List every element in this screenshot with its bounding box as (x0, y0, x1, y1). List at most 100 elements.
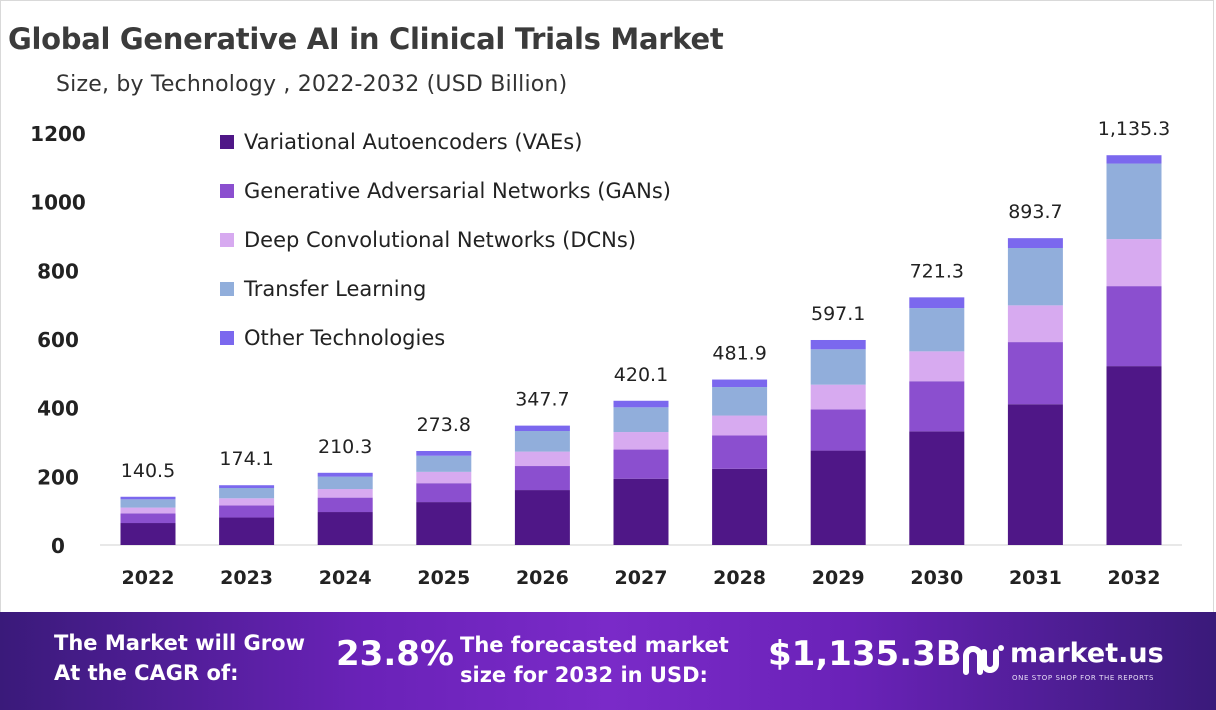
total-label: 420.1 (614, 364, 668, 386)
legend-label: Deep Convolutional Networks (DCNs) (244, 228, 636, 252)
bar-segment-3 (120, 507, 176, 514)
bar-segment-4 (613, 407, 669, 433)
bar-segment-1 (514, 490, 570, 545)
total-label: 347.7 (515, 389, 569, 411)
stacked-bar-chart: 0 200 400 600 800 1000 1200 140.5 174.1 210.3 273… (30, 118, 1182, 589)
total-label: 140.5 (121, 460, 175, 482)
bar-segment-2 (810, 409, 866, 451)
bar-segment-3 (810, 384, 866, 410)
bar-segment-1 (416, 502, 472, 545)
footer-banner: The Market will Grow At the CAGR of: 23.… (0, 612, 1216, 710)
bar-segment-4 (120, 499, 176, 508)
legend-swatch (220, 233, 234, 247)
bar-segment-1 (712, 468, 768, 545)
bar-segment-3 (712, 415, 768, 436)
bar-segment-2 (1106, 286, 1162, 367)
x-tick-label: 2030 (910, 567, 963, 589)
legend-swatch (220, 282, 234, 296)
bar-segment-4 (416, 455, 472, 472)
chart-subtitle: Size, by Technology , 2022-2032 (USD Bil… (56, 72, 568, 97)
logo-text: market.us (1010, 638, 1164, 669)
x-tick-label: 2027 (615, 567, 668, 589)
bar-segment-2 (1007, 342, 1063, 405)
bar-segment-5 (1007, 238, 1063, 249)
logo-tagline: ONE STOP SHOP FOR THE REPORTS (1012, 674, 1155, 682)
x-tick-label: 2031 (1009, 567, 1062, 589)
y-axis: 0 200 400 600 800 1000 1200 (30, 122, 1182, 558)
bar-segment-2 (514, 466, 570, 491)
bar-segment-3 (219, 498, 275, 506)
bar-segment-4 (712, 387, 768, 416)
legend-label: Transfer Learning (243, 277, 426, 301)
bar-segment-2 (416, 483, 472, 503)
bars: 140.5 174.1 210.3 273.8 347.7 420.1 481.9 597.1… (120, 118, 1171, 545)
x-tick-label: 2026 (516, 567, 569, 589)
bar-segment-3 (317, 489, 373, 498)
legend-label: Generative Adversarial Networks (GANs) (244, 179, 671, 203)
bar-segment-1 (810, 450, 866, 545)
y-tick-label: 0 (51, 534, 65, 558)
x-tick-label: 2028 (713, 567, 766, 589)
bar-segment-1 (613, 478, 669, 545)
bar-segment-1 (909, 431, 965, 545)
bar-segment-3 (613, 432, 669, 450)
legend-swatch (220, 184, 234, 198)
bar-segment-5 (613, 400, 669, 408)
legend-label: Other Technologies (244, 326, 445, 350)
y-tick-label: 600 (37, 328, 79, 352)
bar-segment-4 (514, 431, 570, 452)
legend-swatch (220, 135, 234, 149)
bar-segment-3 (514, 451, 570, 467)
total-label: 210.3 (318, 436, 372, 458)
bar-segment-1 (219, 517, 275, 545)
bar-segment-2 (909, 381, 965, 432)
total-label: 721.3 (910, 260, 964, 282)
market-us-logo-icon (963, 645, 1004, 675)
x-tick-label: 2023 (220, 567, 273, 589)
bar-segment-4 (909, 308, 965, 352)
bar-segment-5 (514, 425, 570, 432)
bar-segment-5 (416, 450, 472, 456)
total-label: 893.7 (1008, 201, 1062, 223)
x-tick-label: 2032 (1108, 567, 1161, 589)
cagr-label: The Market will Grow At the CAGR of: (54, 631, 305, 685)
bar-segment-1 (1007, 404, 1063, 545)
forecast-value: $1,135.3B (768, 634, 962, 674)
bar-segment-5 (810, 339, 866, 350)
y-tick-label: 1200 (30, 122, 86, 146)
x-tick-label: 2029 (812, 567, 865, 589)
bar-segment-5 (120, 496, 176, 500)
y-tick-label: 1000 (30, 191, 86, 215)
bar-segment-4 (317, 476, 373, 490)
bar-segment-5 (219, 485, 275, 489)
total-label: 273.8 (417, 414, 471, 436)
bar-segment-1 (1106, 366, 1162, 545)
bar-segment-3 (1106, 239, 1162, 287)
bar-segment-4 (1106, 163, 1162, 240)
total-label: 1,135.3 (1098, 118, 1171, 140)
legend: Variational Autoencoders (VAEs) Generativ… (220, 130, 671, 350)
bar-segment-1 (120, 523, 176, 545)
bar-segment-5 (909, 297, 965, 309)
y-tick-label: 400 (37, 397, 79, 421)
forecast-label: The forecasted market size for 2032 in U… (460, 633, 729, 687)
bar-segment-3 (1007, 305, 1063, 343)
bar-segment-4 (810, 349, 866, 385)
bar-segment-1 (317, 512, 373, 545)
legend-swatch (220, 331, 234, 345)
bar-segment-2 (613, 449, 669, 479)
bar-segment-3 (416, 471, 472, 484)
bar-segment-5 (1106, 155, 1162, 164)
bar-segment-3 (909, 351, 965, 382)
y-tick-label: 800 (37, 259, 79, 283)
total-label: 481.9 (712, 343, 766, 365)
bar-segment-2 (712, 435, 768, 469)
total-label: 597.1 (811, 303, 865, 325)
legend-label: Variational Autoencoders (VAEs) (244, 130, 582, 154)
x-axis: 2022 2023 2024 2025 2026 2027 2028 2029 2030 2031… (122, 567, 1161, 589)
x-tick-label: 2024 (319, 567, 372, 589)
chart-title: Global Generative AI in Clinical Trials … (8, 22, 724, 56)
bar-segment-4 (219, 488, 275, 499)
total-label: 174.1 (219, 448, 273, 470)
x-tick-label: 2022 (122, 567, 175, 589)
